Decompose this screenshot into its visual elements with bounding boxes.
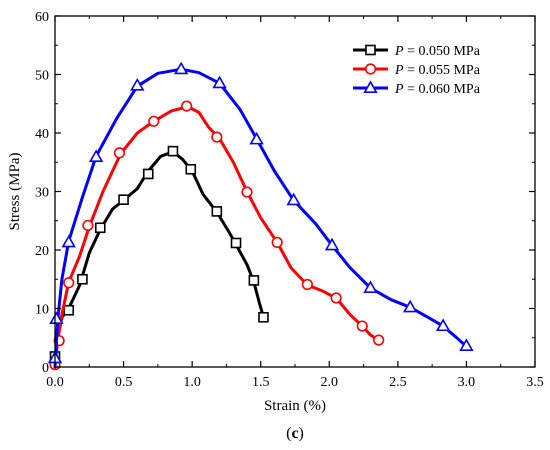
x-tick-label: 2.0 <box>321 375 339 390</box>
data-point-square <box>118 194 129 205</box>
legend-variable: P <box>394 44 404 59</box>
data-point-circle <box>82 219 94 232</box>
x-axis-label: Strain (%) <box>264 398 326 414</box>
x-tick-label: 0.5 <box>115 375 133 390</box>
legend-value: = 0.055 MPa <box>404 63 481 78</box>
x-tick-label: 2.5 <box>389 375 407 390</box>
y-tick-label: 30 <box>35 186 49 201</box>
data-point-square <box>142 168 154 180</box>
data-point-circle <box>211 131 223 143</box>
legend-label: P = 0.050 MPa <box>394 44 481 59</box>
legend-variable: P <box>394 82 404 97</box>
x-tick-label: 3.5 <box>526 375 544 390</box>
y-axis-label: Stress (MPa) <box>7 153 23 231</box>
data-point-circle <box>113 147 126 159</box>
data-point-square <box>94 222 106 234</box>
y-tick-label: 60 <box>35 10 49 25</box>
panel-label-close: ) <box>299 425 304 442</box>
data-point-triangle <box>49 311 64 325</box>
series-line <box>53 150 265 369</box>
y-tick-label: 40 <box>35 127 49 142</box>
panel-label-open: ( <box>286 425 291 442</box>
data-point-square <box>248 275 260 286</box>
panel-label-letter: c <box>291 425 298 442</box>
data-point-triangle <box>363 280 378 294</box>
axis-ticks: 0.0 0.5 1.0 1.5 2.0 2.5 3.0 3.5 0 10 20 30 40 50 60 <box>35 10 544 390</box>
y-tick-label: 0 <box>42 361 49 376</box>
series-3 <box>47 61 474 369</box>
legend-item: P = 0.050 MPa <box>353 44 481 59</box>
legend-variable: P <box>394 63 404 78</box>
legend-value: = 0.050 MPa <box>404 44 481 59</box>
y-tick-label: 50 <box>35 69 49 84</box>
y-tick-label: 20 <box>35 244 49 259</box>
legend-marker-triangle <box>363 80 378 93</box>
legend-item: P = 0.060 MPa <box>353 80 481 97</box>
data-point-circle <box>63 277 75 289</box>
legend-marker-circle <box>364 63 377 75</box>
legend-item: P = 0.055 MPa <box>353 63 481 78</box>
data-point-square <box>211 206 223 217</box>
data-point-circle <box>330 292 342 304</box>
legend-marker-square <box>365 44 376 56</box>
data-point-circle <box>148 115 160 127</box>
legend-value: = 0.060 MPa <box>404 82 481 97</box>
data-point-square <box>167 145 179 157</box>
data-point-triangle <box>249 131 264 145</box>
x-tick-label: 1.5 <box>252 375 270 390</box>
data-point-triangle <box>286 192 301 206</box>
data-point-triangle <box>88 149 104 162</box>
data-point-circle <box>271 236 283 248</box>
data-point-triangle <box>459 338 474 351</box>
data-point-triangle <box>435 318 451 332</box>
series-layer <box>47 61 474 371</box>
x-tick-label: 0.0 <box>46 375 64 390</box>
series-2 <box>49 100 385 371</box>
data-point-square <box>185 163 197 175</box>
legend-label: P = 0.055 MPa <box>394 63 481 78</box>
data-point-triangle <box>212 75 227 89</box>
x-tick-label: 1.0 <box>183 375 201 390</box>
data-point-square <box>77 273 88 285</box>
data-point-circle <box>356 320 368 332</box>
series-1 <box>49 145 269 369</box>
data-point-square <box>258 311 269 323</box>
legend-label: P = 0.060 MPa <box>394 82 481 97</box>
y-tick-label: 10 <box>35 303 49 318</box>
data-point-square <box>63 304 75 316</box>
data-point-circle <box>301 278 313 291</box>
data-point-triangle <box>403 299 418 313</box>
data-point-square <box>230 237 242 249</box>
data-point-triangle <box>173 61 189 75</box>
data-point-circle <box>373 334 385 346</box>
data-point-triangle <box>130 77 145 91</box>
data-point-circle <box>181 100 193 112</box>
x-tick-label: 3.0 <box>458 375 476 390</box>
panel-label: (c) <box>286 425 304 442</box>
data-point-triangle <box>61 234 76 248</box>
data-point-circle <box>241 186 253 198</box>
data-point-triangle <box>324 237 340 251</box>
